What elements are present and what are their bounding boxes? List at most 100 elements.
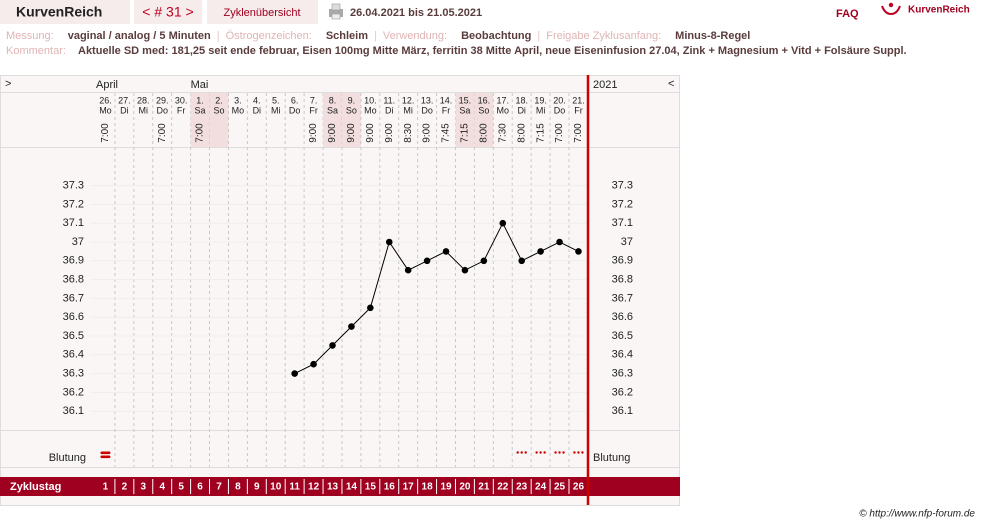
weekday-label: Di bbox=[517, 105, 526, 115]
overview-link[interactable]: Zyklenübersicht bbox=[223, 7, 300, 19]
info-value: Beobachtung bbox=[461, 30, 531, 42]
y-tick-label: 36.9 bbox=[63, 255, 84, 267]
temperature-line bbox=[294, 222, 579, 375]
cycle-day-number: 11 bbox=[289, 482, 300, 493]
time-label: 9:00 bbox=[422, 123, 433, 143]
y-tick-label: 37.1 bbox=[63, 217, 84, 229]
month-label: Mai bbox=[191, 79, 209, 91]
cycle-nav[interactable]: < # 31 > bbox=[142, 4, 193, 20]
weekday-label: Mi bbox=[139, 105, 149, 115]
date-label: 6. bbox=[291, 95, 299, 105]
date-label: 8. bbox=[329, 95, 337, 105]
spotting-dot bbox=[524, 451, 527, 454]
time-label: 8:00 bbox=[479, 123, 490, 143]
y-tick-label-right: 36.2 bbox=[612, 386, 633, 398]
date-label: 20. bbox=[553, 95, 566, 105]
time-label: 7:00 bbox=[573, 123, 584, 143]
info-separator: | bbox=[217, 30, 220, 42]
spotting-dot bbox=[558, 451, 561, 454]
weekday-label: Sa bbox=[195, 105, 206, 115]
weekend-shade bbox=[190, 93, 210, 147]
date-label: 27. bbox=[118, 95, 131, 105]
cycle-day-number: 4 bbox=[159, 482, 165, 493]
date-label: 30. bbox=[175, 95, 188, 105]
info-label: Östrogenzeichen: bbox=[226, 30, 312, 42]
time-label: 7:00 bbox=[100, 123, 111, 143]
cycle-day-number: 18 bbox=[422, 482, 434, 493]
info-label: Verwendung: bbox=[383, 30, 447, 42]
date-label: 29. bbox=[156, 95, 169, 105]
spotting-dot bbox=[554, 451, 557, 454]
cycle-day-number: 24 bbox=[535, 482, 547, 493]
chart-layer: April26.Mo7:00127.Di228.Mi329.Do7:00430.… bbox=[63, 79, 633, 494]
y-tick-label-right: 36.6 bbox=[612, 311, 633, 323]
weekday-label: Di bbox=[120, 105, 129, 115]
app-tab bbox=[0, 0, 130, 24]
time-label: 7:00 bbox=[157, 123, 168, 143]
bleeding-label-right: Blutung bbox=[593, 452, 630, 464]
temperature-point bbox=[385, 238, 393, 246]
date-label: 18. bbox=[515, 95, 528, 105]
cycle-day-number: 12 bbox=[308, 482, 320, 493]
date-range: 26.04.2021 bis 21.05.2021 bbox=[350, 7, 482, 19]
cycle-day-number: 2 bbox=[122, 482, 128, 493]
weekday-label: Mi bbox=[271, 105, 281, 115]
date-label: 4. bbox=[253, 95, 261, 105]
temperature-point bbox=[423, 257, 431, 265]
nav-right[interactable]: < bbox=[668, 78, 674, 90]
y-tick-label: 37 bbox=[72, 236, 84, 248]
cycle-day-number: 8 bbox=[235, 482, 241, 493]
time-label: 9:00 bbox=[346, 123, 357, 143]
time-label: 9:00 bbox=[308, 123, 319, 143]
date-label: 10. bbox=[364, 95, 377, 105]
footer: © http://www.nfp-forum.de bbox=[859, 509, 975, 520]
weekday-label: Fr bbox=[574, 105, 583, 115]
temperature-point bbox=[575, 248, 582, 255]
weekend-shade bbox=[323, 93, 342, 147]
cycle-day-number: 20 bbox=[459, 482, 471, 493]
spotting-dot bbox=[520, 451, 523, 454]
info-separator: | bbox=[374, 30, 377, 42]
y-tick-label-right: 36.8 bbox=[612, 274, 633, 286]
nav-left[interactable]: > bbox=[5, 78, 11, 90]
y-tick-label: 37.3 bbox=[63, 180, 84, 192]
y-tick-label-right: 37.2 bbox=[612, 198, 633, 210]
spotting-mark bbox=[516, 451, 527, 454]
weekday-label: So bbox=[478, 105, 489, 115]
y-tick-label-right: 36.3 bbox=[612, 368, 633, 380]
time-label: 9:00 bbox=[384, 123, 395, 143]
y-tick-label: 36.1 bbox=[63, 405, 84, 417]
date-label: 1. bbox=[196, 95, 204, 105]
spotting-dot bbox=[535, 451, 538, 454]
cycle-nav-box bbox=[134, 0, 202, 24]
bleeding-label: Blutung bbox=[49, 452, 86, 464]
time-label: 9:00 bbox=[365, 123, 376, 143]
weekday-label: Do bbox=[421, 105, 433, 115]
cycle-day-number: 17 bbox=[403, 482, 415, 493]
weekday-label: Fr bbox=[309, 105, 318, 115]
time-label: 7:15 bbox=[460, 123, 471, 143]
date-label: 3. bbox=[234, 95, 242, 105]
y-tick-label-right: 36.4 bbox=[612, 349, 633, 361]
date-label: 16. bbox=[478, 95, 491, 105]
weekday-label: Do bbox=[156, 105, 168, 115]
weekday-label: Fr bbox=[177, 105, 186, 115]
spotting-mark bbox=[554, 451, 565, 454]
weekday-label: Di bbox=[385, 105, 394, 115]
temperature-point bbox=[556, 238, 563, 246]
weekday-label: Mo bbox=[99, 105, 112, 115]
date-label: 11. bbox=[383, 95, 395, 105]
logo-icon bbox=[881, 2, 901, 16]
date-label: 28. bbox=[137, 95, 150, 105]
spotting-dot bbox=[573, 451, 576, 454]
weekday-label: Mo bbox=[364, 105, 377, 115]
cycle-day-number: 7 bbox=[216, 482, 222, 493]
info-value: Minus-8-Regel bbox=[675, 30, 750, 42]
faq-link[interactable]: FAQ bbox=[836, 8, 859, 20]
spotting-dot bbox=[516, 451, 519, 454]
print-icon[interactable] bbox=[329, 3, 343, 20]
info-label: Messung: bbox=[6, 30, 54, 42]
spotting-dot bbox=[539, 451, 542, 454]
date-label: 19. bbox=[534, 95, 547, 105]
